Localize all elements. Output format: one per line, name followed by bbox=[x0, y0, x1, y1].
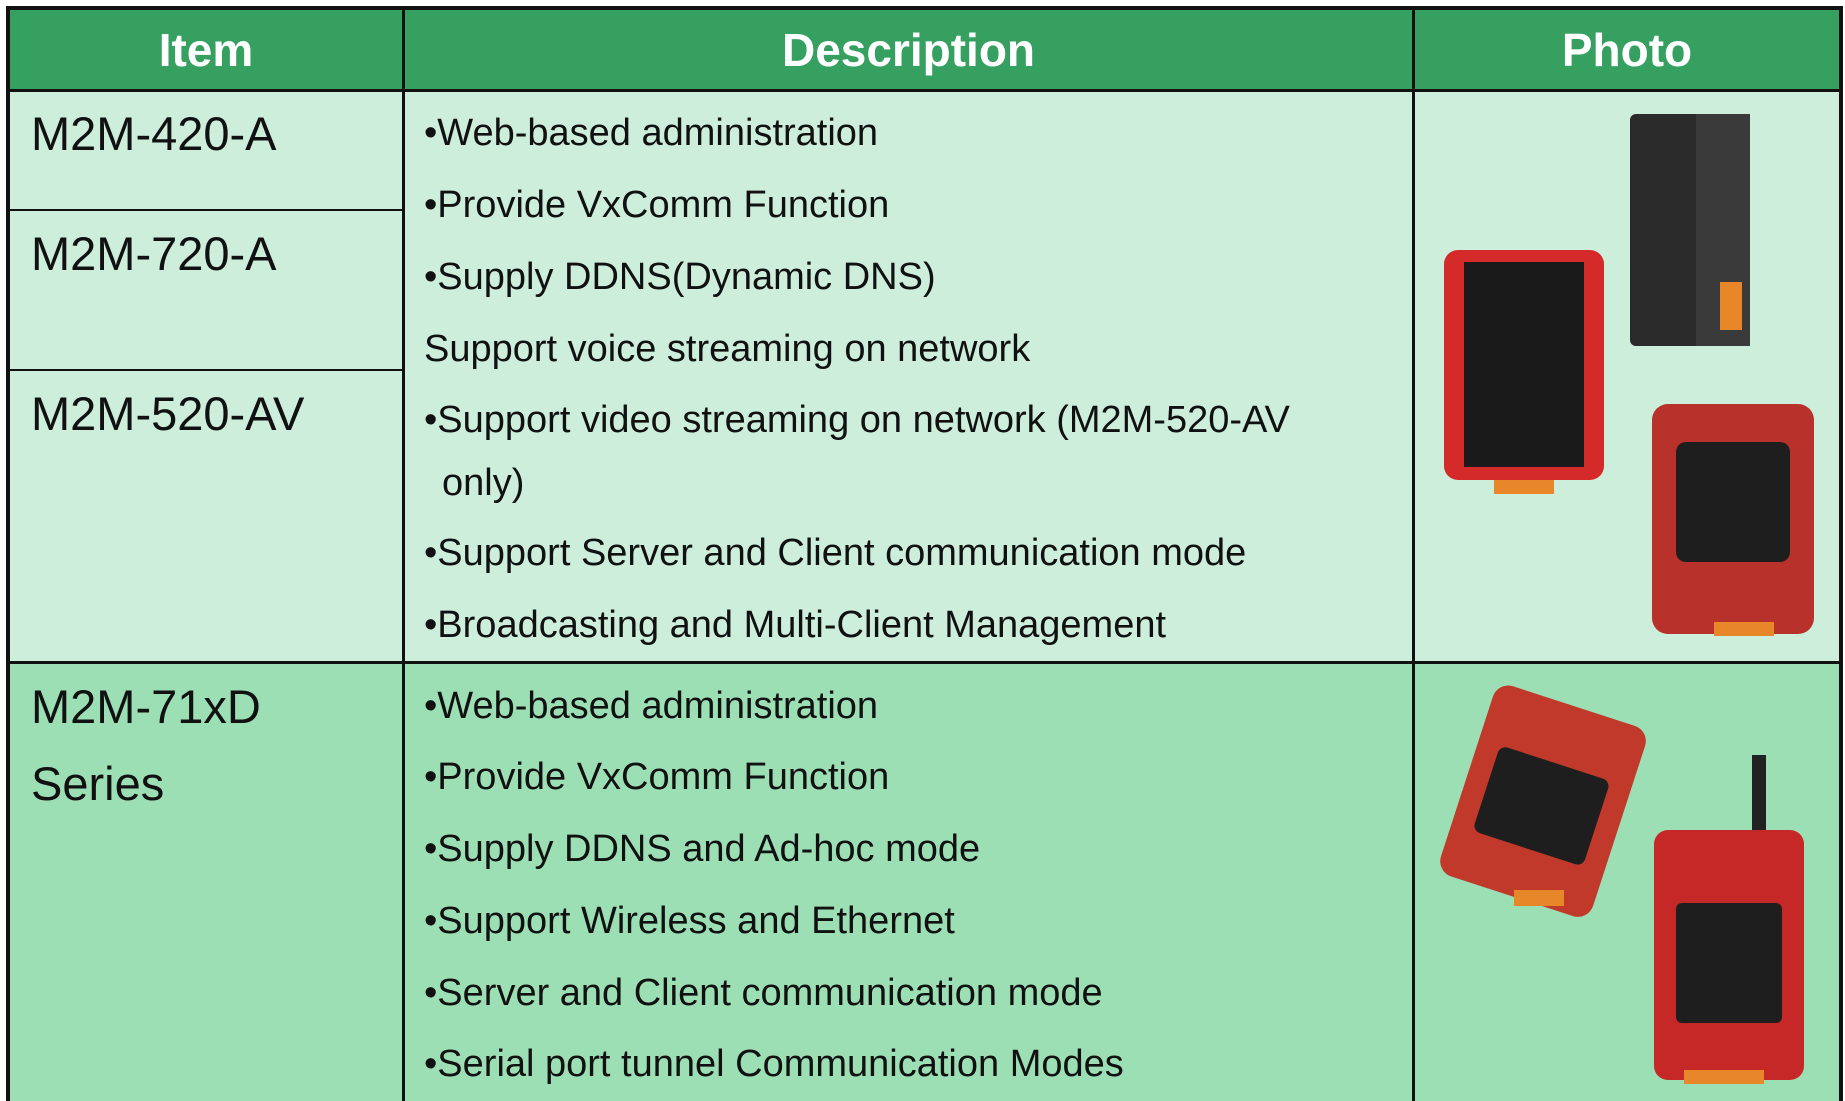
description-line: Support voice streaming on network bbox=[424, 328, 1031, 370]
border bbox=[6, 89, 1843, 92]
device-panel bbox=[1464, 262, 1584, 467]
description-line: •Support Wireless and Ethernet bbox=[424, 900, 955, 942]
item: M2M-520-AV bbox=[31, 387, 305, 440]
device-panel bbox=[1474, 747, 1609, 865]
description-line: •Server and Client communication mode bbox=[424, 972, 1103, 1014]
description-line: •Provide VxComm Function bbox=[424, 756, 890, 798]
connector bbox=[1494, 480, 1554, 494]
description-line: •Provide VxComm Function bbox=[424, 184, 890, 226]
border bbox=[9, 209, 403, 211]
border bbox=[6, 661, 1843, 664]
border bbox=[402, 6, 405, 1101]
photo bbox=[1444, 114, 1814, 636]
border bbox=[6, 6, 10, 1101]
header-cell: Description bbox=[781, 24, 1036, 76]
connector bbox=[1514, 890, 1564, 906]
device-panel bbox=[1676, 903, 1782, 1023]
device-panel bbox=[1676, 442, 1790, 562]
description-line: •Web-based administration bbox=[424, 685, 879, 727]
description-line: •Support video streaming on network (M2M… bbox=[424, 399, 1290, 504]
connector bbox=[1714, 622, 1774, 636]
photo bbox=[1440, 685, 1804, 1084]
description-line: •Supply DDNS(Dynamic DNS) bbox=[424, 256, 936, 298]
header-cell: Photo bbox=[1561, 24, 1693, 76]
border bbox=[1839, 6, 1843, 1101]
connector bbox=[1684, 1070, 1764, 1084]
header-bg bbox=[9, 9, 1840, 91]
connector bbox=[1720, 282, 1742, 330]
header-cell: Item bbox=[158, 24, 254, 76]
border bbox=[9, 369, 403, 371]
description-line: •Support Server and Client communication… bbox=[424, 532, 1247, 574]
description-line: •Serial port tunnel Communication Modes bbox=[424, 1043, 1124, 1085]
description-line: •Supply DDNS and Ad-hoc mode bbox=[424, 828, 981, 870]
item: M2M-720-A bbox=[31, 227, 277, 280]
border bbox=[6, 6, 1843, 10]
border bbox=[1412, 6, 1415, 1101]
item: M2M-71xD Series bbox=[31, 680, 261, 810]
description-line: •Broadcasting and Multi-Client Managemen… bbox=[424, 604, 1167, 646]
item: M2M-420-A bbox=[31, 107, 277, 160]
antenna bbox=[1752, 755, 1766, 835]
description-line: •Web-based administration bbox=[424, 112, 879, 154]
